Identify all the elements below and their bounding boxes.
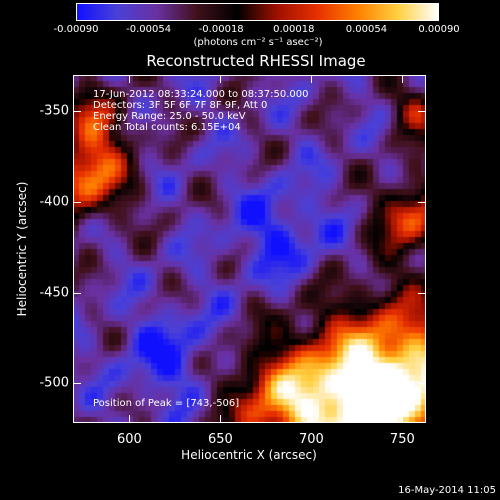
colorbar-tick-label: -0.00054 — [126, 24, 172, 35]
y-tick-mark — [418, 383, 426, 385]
y-tick-mark — [73, 201, 81, 203]
y-tick-mark — [418, 292, 426, 294]
x-tick-mark — [402, 75, 404, 83]
peak-position-text: Position of Peak = [743,-506] — [93, 398, 240, 409]
chart-title: Reconstructed RHESSI Image — [146, 52, 366, 70]
x-tick-mark — [311, 415, 313, 423]
y-tick-mark — [73, 383, 81, 385]
colorbar-tick-label: 0.00090 — [418, 24, 460, 35]
x-tick-mark — [402, 415, 404, 423]
heatmap-canvas — [73, 75, 426, 423]
y-tick-label: -350 — [39, 103, 69, 119]
timestamp: 16-May-2014 11:05 — [398, 485, 496, 496]
colorbar-tick-label: 0.00018 — [273, 24, 315, 35]
colorbar-tick-label: -0.00018 — [198, 24, 244, 35]
y-tick-mark — [73, 111, 81, 113]
colorbar-units: (photons cm⁻² s⁻¹ asec⁻²) — [193, 37, 323, 48]
x-tick-mark — [220, 75, 222, 83]
y-tick-mark — [418, 201, 426, 203]
x-tick-mark — [129, 75, 131, 83]
x-tick-mark — [311, 75, 313, 83]
y-tick-mark — [73, 292, 81, 294]
y-tick-label: -500 — [39, 375, 69, 391]
x-tick-label: 650 — [207, 432, 233, 447]
colorbar-tick-label: 0.00054 — [345, 24, 388, 35]
colorbar — [76, 3, 439, 21]
energy-range-text: Energy Range: 25.0 - 50.0 keV — [93, 111, 246, 122]
clean-counts-text: Clean Total counts: 6.15E+04 — [93, 122, 241, 133]
y-axis-label: Heliocentric Y (arcsec) — [15, 181, 29, 317]
x-tick-mark — [220, 415, 222, 423]
time-range-text: 17-Jun-2012 08:33:24.000 to 08:37:50.000 — [93, 89, 309, 100]
heatmap-area — [73, 75, 426, 423]
detectors-text: Detectors: 3F 5F 6F 7F 8F 9F, Att 0 — [93, 100, 268, 111]
x-tick-mark — [129, 415, 131, 423]
x-tick-label: 700 — [298, 432, 324, 447]
y-tick-label: -450 — [39, 285, 69, 300]
colorbar-tick-label: -0.00090 — [53, 24, 99, 35]
x-tick-label: 600 — [116, 432, 142, 447]
y-tick-label: -400 — [39, 194, 69, 210]
y-tick-mark — [418, 111, 426, 113]
x-tick-label: 750 — [389, 432, 415, 447]
x-axis-label: Heliocentric X (arcsec) — [181, 448, 317, 462]
